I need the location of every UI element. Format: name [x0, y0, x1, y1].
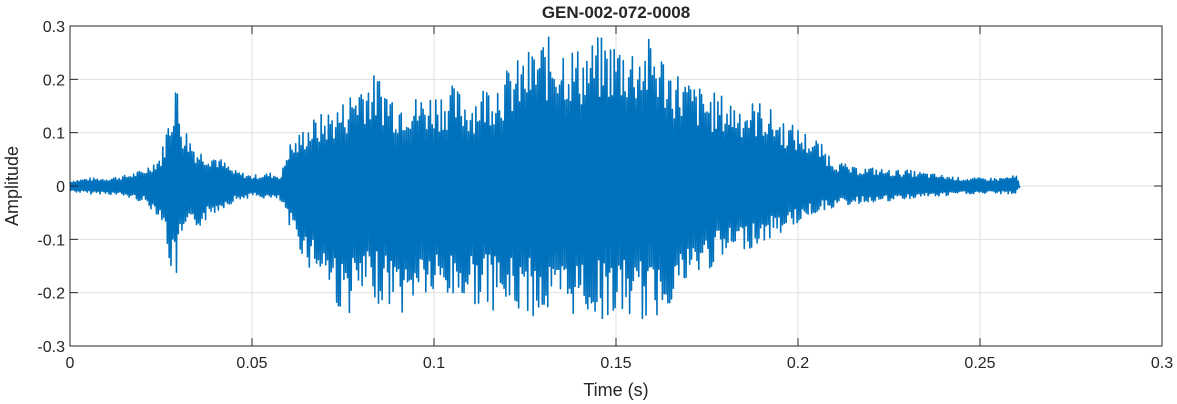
y-tick-label: -0.3 — [37, 339, 65, 356]
x-tick-label: 0.25 — [964, 355, 995, 372]
x-tick-label: 0 — [66, 355, 75, 372]
series-layer — [69, 36, 1021, 320]
x-tick-label: 0.1 — [423, 355, 445, 372]
y-tick-label: 0.3 — [43, 19, 65, 36]
x-tick-label: 0.05 — [236, 355, 267, 372]
y-tick-label: 0 — [56, 179, 65, 196]
y-tick-label: 0.1 — [43, 126, 65, 143]
y-tick-label: -0.1 — [37, 232, 65, 249]
waveform-line — [69, 36, 1021, 320]
x-tick-label: 0.2 — [787, 355, 809, 372]
chart-title: GEN-002-072-0008 — [542, 3, 690, 22]
x-tick-label: 0.15 — [600, 355, 631, 372]
ticks: 0 0.05 0.1 0.15 0.2 0.25 0.3 -0.3 -0.2 -0.1 0 0.1 0.… — [37, 19, 1173, 372]
y-axis-label: Amplitude — [2, 146, 22, 226]
x-axis-label: Time (s) — [583, 380, 648, 400]
y-tick-label: 0.2 — [43, 72, 65, 89]
x-tick-label: 0.3 — [1151, 355, 1173, 372]
y-tick-label: -0.2 — [37, 286, 65, 303]
